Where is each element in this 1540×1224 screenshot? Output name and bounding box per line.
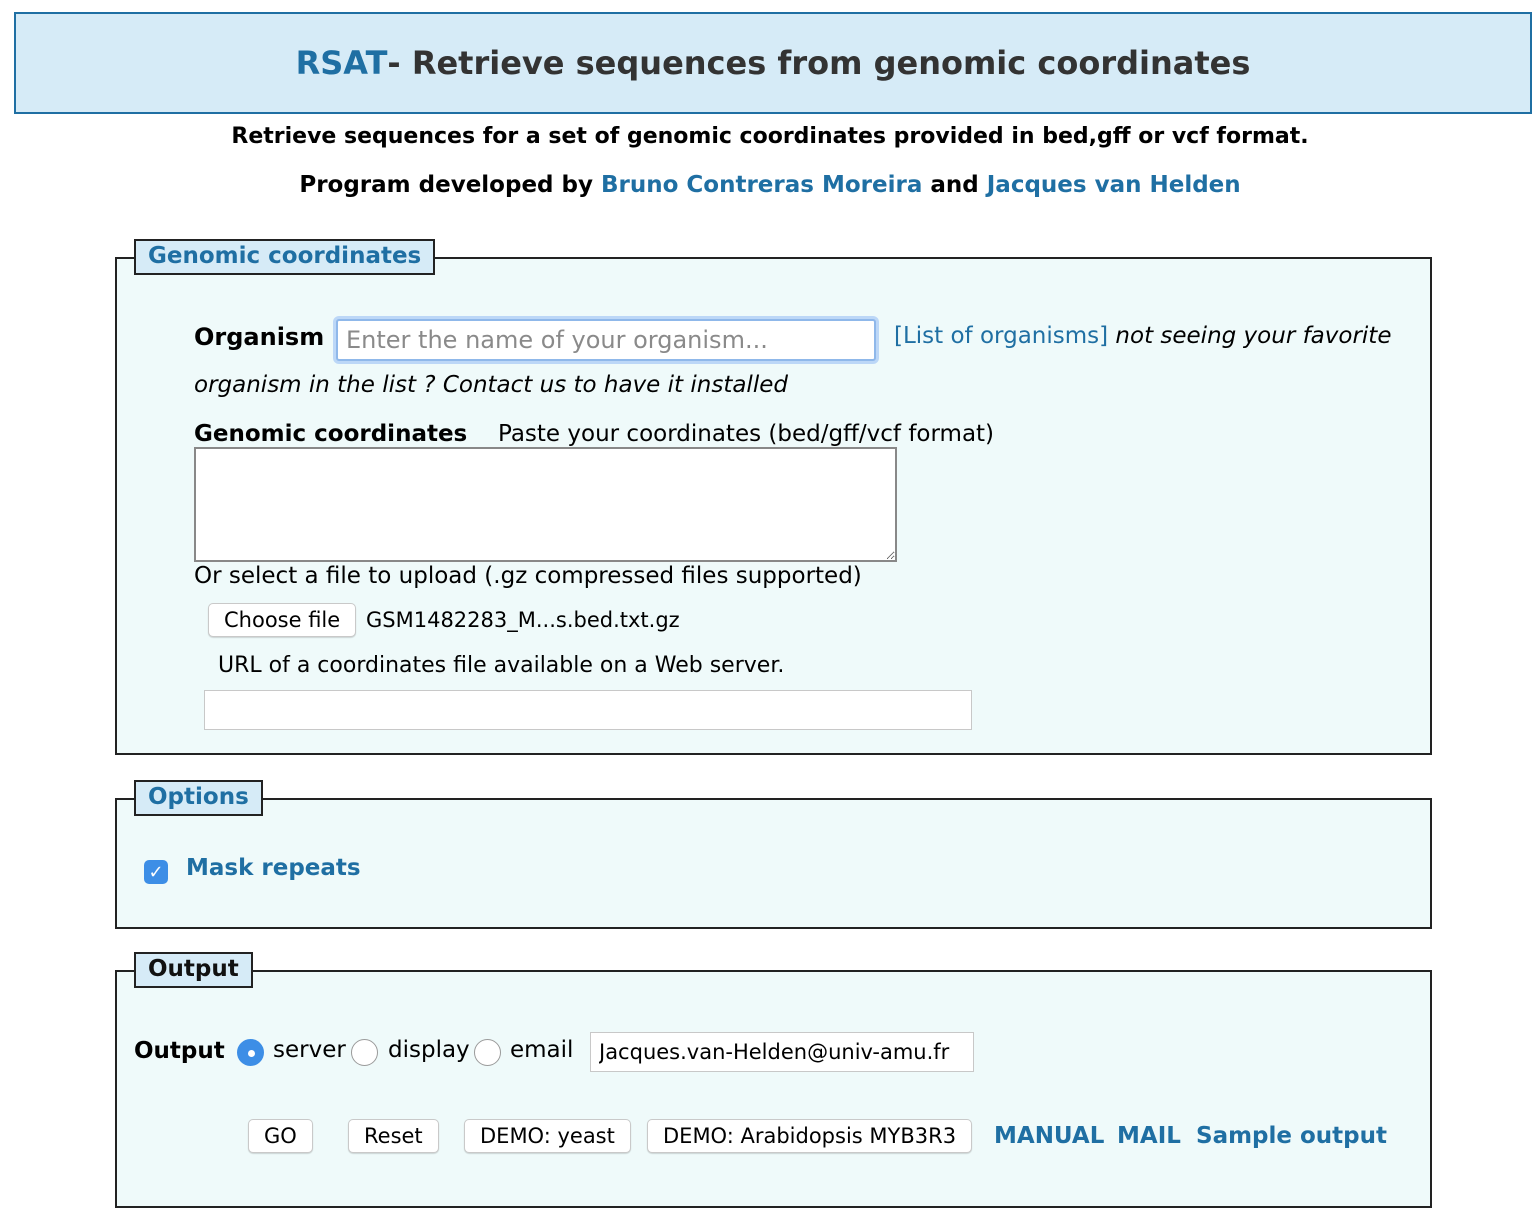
organism-note-line1: [List of organisms] not seeing your favo… bbox=[894, 323, 1391, 349]
options-legend: Options bbox=[134, 780, 263, 816]
choose-file-button[interactable]: Choose file bbox=[208, 603, 357, 637]
reset-button[interactable]: Reset bbox=[348, 1119, 439, 1153]
output-radio-server-label: server bbox=[273, 1037, 346, 1063]
url-input[interactable] bbox=[204, 690, 972, 730]
organism-note-part2: organism in the list ? Contact us to hav… bbox=[194, 372, 788, 398]
author-link-bruno[interactable]: Bruno Contreras Moreira bbox=[600, 172, 923, 198]
output-panel: Output Output server display email GO Re… bbox=[115, 952, 1432, 1208]
coordinates-label: Genomic coordinates bbox=[194, 421, 468, 447]
output-radio-email-label: email bbox=[510, 1037, 574, 1063]
organism-label: Organism bbox=[194, 323, 325, 351]
author-link-jacques[interactable]: Jacques van Helden bbox=[986, 172, 1241, 198]
genomic-coordinates-panel: Genomic coordinates Organism [List of or… bbox=[115, 239, 1432, 755]
coordinates-textarea[interactable] bbox=[194, 447, 897, 562]
organism-input[interactable] bbox=[336, 319, 876, 361]
page-header: RSAT - Retrieve sequences from genomic c… bbox=[14, 12, 1532, 114]
output-radio-email[interactable] bbox=[474, 1039, 501, 1066]
organism-note-part1: not seeing your favorite bbox=[1108, 323, 1392, 349]
credits-and: and bbox=[922, 172, 987, 198]
mail-link[interactable]: MAIL bbox=[1117, 1123, 1181, 1149]
coordinates-hint: Paste your coordinates (bed/gff/vcf form… bbox=[498, 421, 995, 447]
demo-arabidopsis-button[interactable]: DEMO: Arabidopsis MYB3R3 bbox=[647, 1119, 973, 1153]
checkmark-icon: ✓ bbox=[148, 861, 164, 883]
output-legend: Output bbox=[134, 952, 253, 988]
page-subtitle: Retrieve sequences for a set of genomic … bbox=[231, 124, 1309, 149]
output-radio-display-label: display bbox=[388, 1037, 470, 1063]
output-label: Output bbox=[134, 1038, 225, 1064]
page-title: - Retrieve sequences from genomic coordi… bbox=[387, 44, 1251, 82]
credits-prefix: Program developed by bbox=[299, 172, 601, 198]
credits-line: Program developed by Bruno Contreras Mor… bbox=[0, 172, 1540, 198]
go-button[interactable]: GO bbox=[248, 1119, 313, 1153]
upload-label: Or select a file to upload (.gz compress… bbox=[194, 563, 862, 589]
selected-file-name: GSM1482283_M...s.bed.txt.gz bbox=[366, 608, 680, 632]
output-radio-server[interactable] bbox=[237, 1039, 264, 1066]
output-radio-display[interactable] bbox=[351, 1039, 378, 1066]
mask-repeats-checkbox[interactable]: ✓ bbox=[144, 860, 168, 884]
sample-output-link[interactable]: Sample output bbox=[1196, 1123, 1388, 1149]
genomic-coordinates-legend: Genomic coordinates bbox=[134, 239, 436, 275]
rsat-brand[interactable]: RSAT bbox=[295, 44, 388, 82]
demo-yeast-button[interactable]: DEMO: yeast bbox=[464, 1119, 631, 1153]
email-input[interactable] bbox=[590, 1032, 974, 1072]
list-of-organisms-link[interactable]: [List of organisms] bbox=[894, 323, 1109, 349]
url-label: URL of a coordinates file available on a… bbox=[218, 653, 785, 678]
options-panel: Options ✓ Mask repeats bbox=[115, 780, 1432, 929]
mask-repeats-label[interactable]: Mask repeats bbox=[186, 855, 361, 881]
manual-link[interactable]: MANUAL bbox=[994, 1123, 1105, 1149]
